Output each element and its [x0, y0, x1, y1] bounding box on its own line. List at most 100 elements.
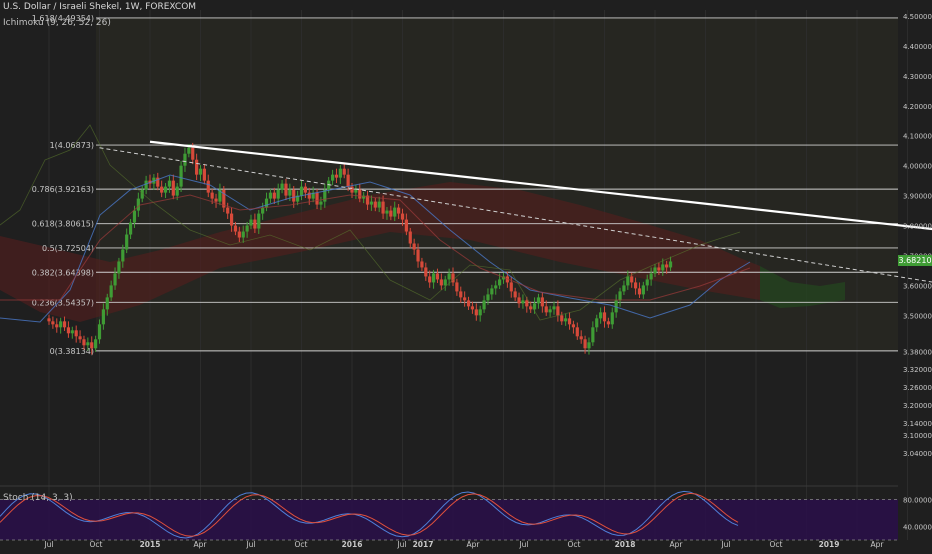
candle [67, 327, 70, 333]
x-tick-label: 2016 [342, 540, 363, 549]
candle [343, 169, 346, 175]
x-tick-label: Apr [467, 540, 481, 549]
candle [168, 181, 171, 187]
candle [211, 193, 214, 199]
x-tick-label: Oct [90, 540, 103, 549]
y-tick-label: 3.80000 [903, 223, 932, 231]
candle [486, 294, 489, 300]
candle [653, 267, 656, 273]
candle [51, 321, 54, 324]
candle [556, 306, 559, 315]
candle [354, 190, 357, 193]
candle [374, 202, 377, 208]
y-tick-label: 4.20000 [903, 103, 932, 111]
candle [463, 297, 466, 300]
candle [195, 160, 198, 175]
fib-level-label: 0(3.38134) [50, 347, 94, 356]
candle [572, 324, 575, 327]
candle [179, 166, 182, 187]
candle [591, 327, 594, 342]
candle [436, 273, 439, 279]
candle [269, 193, 272, 199]
candle [549, 309, 552, 312]
x-tick-label: 2018 [615, 540, 636, 549]
candle [517, 297, 520, 303]
candle [583, 339, 586, 348]
candle [389, 211, 392, 217]
candle [75, 330, 78, 336]
candle [253, 220, 256, 229]
candle [428, 276, 431, 282]
candle [280, 184, 283, 190]
x-tick-label: Jul [43, 540, 53, 549]
candle [339, 169, 342, 178]
candle [207, 181, 210, 193]
candle [82, 339, 85, 345]
candle [611, 312, 614, 324]
x-tick-label: Apr [670, 540, 684, 549]
candle [176, 187, 179, 196]
fib-level-label: 0.618(3.80615) [32, 220, 94, 229]
candle [587, 342, 590, 348]
candle [78, 336, 81, 339]
candle [265, 199, 268, 208]
candle [121, 249, 124, 261]
candle [129, 223, 132, 235]
y-tick-label: 3.20000 [903, 402, 932, 410]
candle [350, 187, 353, 193]
candle [525, 300, 528, 306]
candle [580, 336, 583, 339]
candle [630, 276, 633, 282]
candle [63, 321, 66, 327]
candle [234, 226, 237, 232]
candle [467, 300, 470, 306]
candle [133, 211, 136, 223]
x-tick-label: Apr [194, 540, 208, 549]
x-tick-label: Oct [568, 540, 581, 549]
candle [381, 202, 384, 214]
candle [560, 315, 563, 321]
candle [475, 309, 478, 315]
x-tick-label: Oct [770, 540, 783, 549]
candle [94, 339, 97, 348]
candle [650, 273, 653, 279]
candle [300, 187, 303, 196]
x-tick-label: 2015 [140, 540, 161, 549]
x-tick-label: Jul [720, 540, 730, 549]
candle [315, 193, 318, 205]
candle [331, 175, 334, 181]
candle [568, 318, 571, 324]
x-tick-label: Jul [396, 540, 406, 549]
x-tick-label: Jul [518, 540, 528, 549]
candle [238, 232, 241, 238]
candle [642, 285, 645, 294]
candle [622, 285, 625, 291]
candle [448, 273, 451, 279]
fib-level-label: 0.382(3.64398) [32, 268, 94, 277]
candle [214, 199, 217, 202]
candle [113, 273, 116, 285]
candle [440, 279, 443, 285]
candle [242, 232, 245, 238]
candle [552, 306, 555, 309]
candle [273, 193, 276, 199]
candle [226, 208, 229, 214]
x-tick-label: Jul [245, 540, 255, 549]
candle [541, 297, 544, 306]
candle [638, 288, 641, 294]
candle [183, 154, 186, 166]
candle [607, 321, 610, 324]
candle [405, 220, 408, 232]
candle [172, 181, 175, 196]
candle [199, 169, 202, 175]
y-tick-label: 3.10000 [903, 432, 932, 440]
candle [514, 291, 517, 297]
candle [249, 220, 252, 226]
candle [230, 214, 233, 226]
candle [490, 288, 493, 294]
stoch-tick-label: 80.0000 [903, 497, 932, 505]
y-tick-label: 4.30000 [903, 73, 932, 81]
candle [618, 291, 621, 300]
